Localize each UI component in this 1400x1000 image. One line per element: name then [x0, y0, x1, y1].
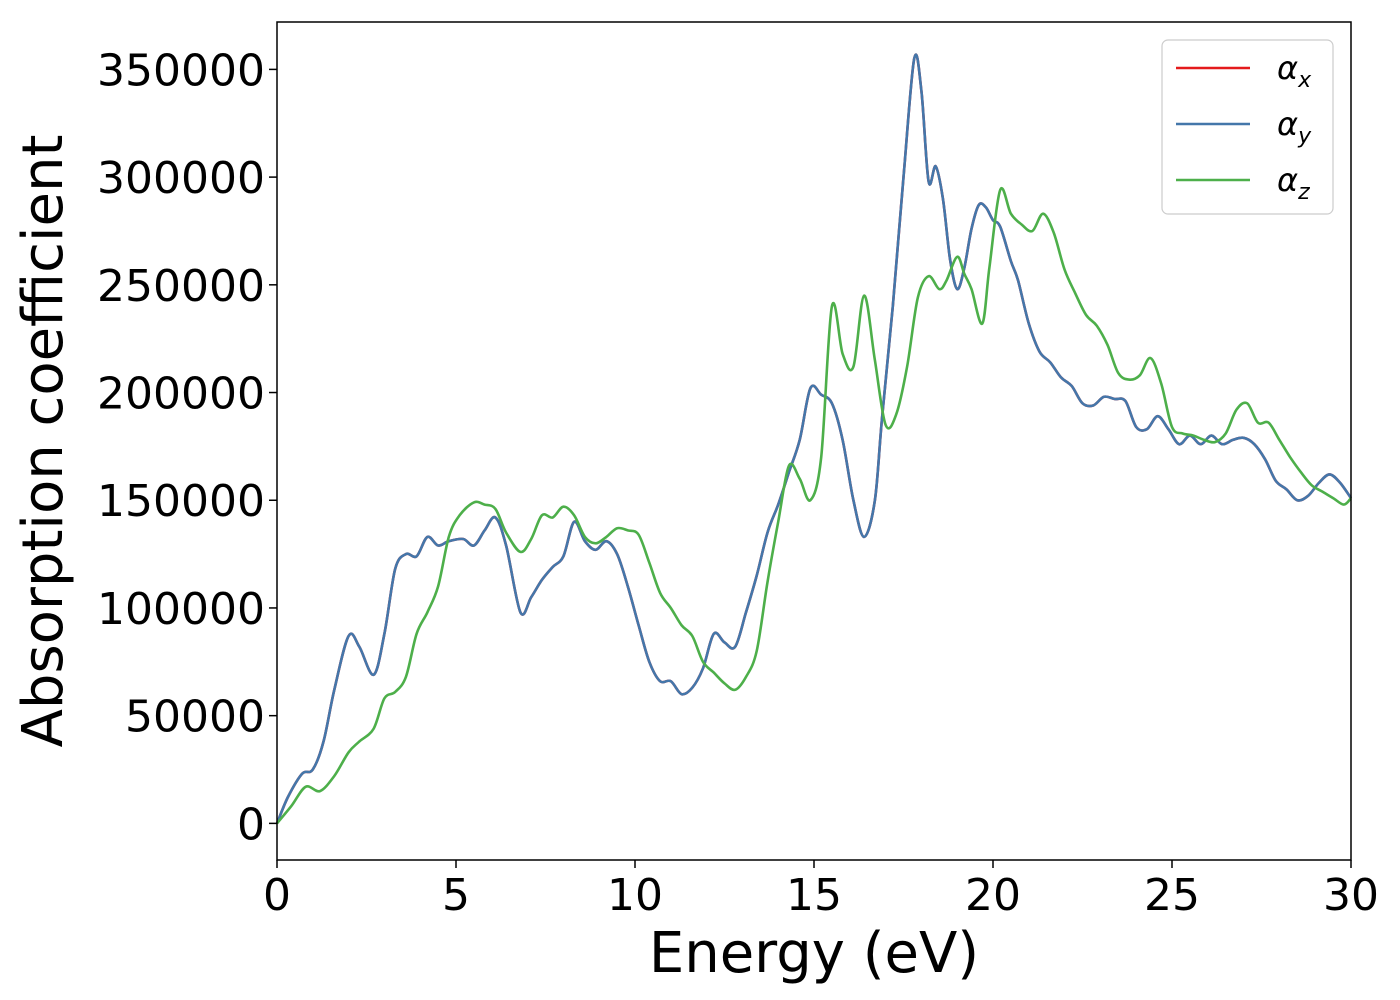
legend-label-y: αy [1277, 105, 1312, 149]
y-axis-label: Absorption coefficient [11, 135, 76, 748]
x-tick-label: 30 [1323, 870, 1379, 921]
series-layer [275, 53, 1353, 825]
y-tick-label: 0 [237, 799, 265, 850]
legend-box [1161, 39, 1334, 215]
y-tick-label: 50000 [125, 692, 265, 743]
y-tick-label: 150000 [97, 476, 265, 527]
legend-label-z: αz [1277, 161, 1310, 205]
x-tick-label: 10 [607, 870, 663, 921]
x-tick-label: 15 [786, 870, 842, 921]
x-axis: 0 5 10 15 20 25 30 [263, 860, 1379, 921]
y-tick-label: 300000 [97, 153, 265, 204]
x-axis-label: Energy (eV) [649, 921, 979, 986]
y-tick-label: 350000 [97, 45, 265, 96]
legend: αx αy αz [1161, 39, 1334, 215]
series-line-y [275, 53, 1353, 824]
x-tick-label: 5 [442, 870, 470, 921]
legend-label-x: αx [1277, 49, 1312, 93]
x-tick-label: 0 [263, 870, 291, 921]
y-tick-label: 250000 [97, 261, 265, 312]
y-axis: 0 50000 100000 150000 200000 250000 300000 3500… [97, 45, 277, 850]
x-tick-label: 25 [1144, 870, 1200, 921]
x-tick-label: 20 [965, 870, 1021, 921]
y-tick-label: 100000 [97, 584, 265, 635]
series-line-z [275, 186, 1352, 825]
y-tick-label: 200000 [97, 369, 265, 420]
